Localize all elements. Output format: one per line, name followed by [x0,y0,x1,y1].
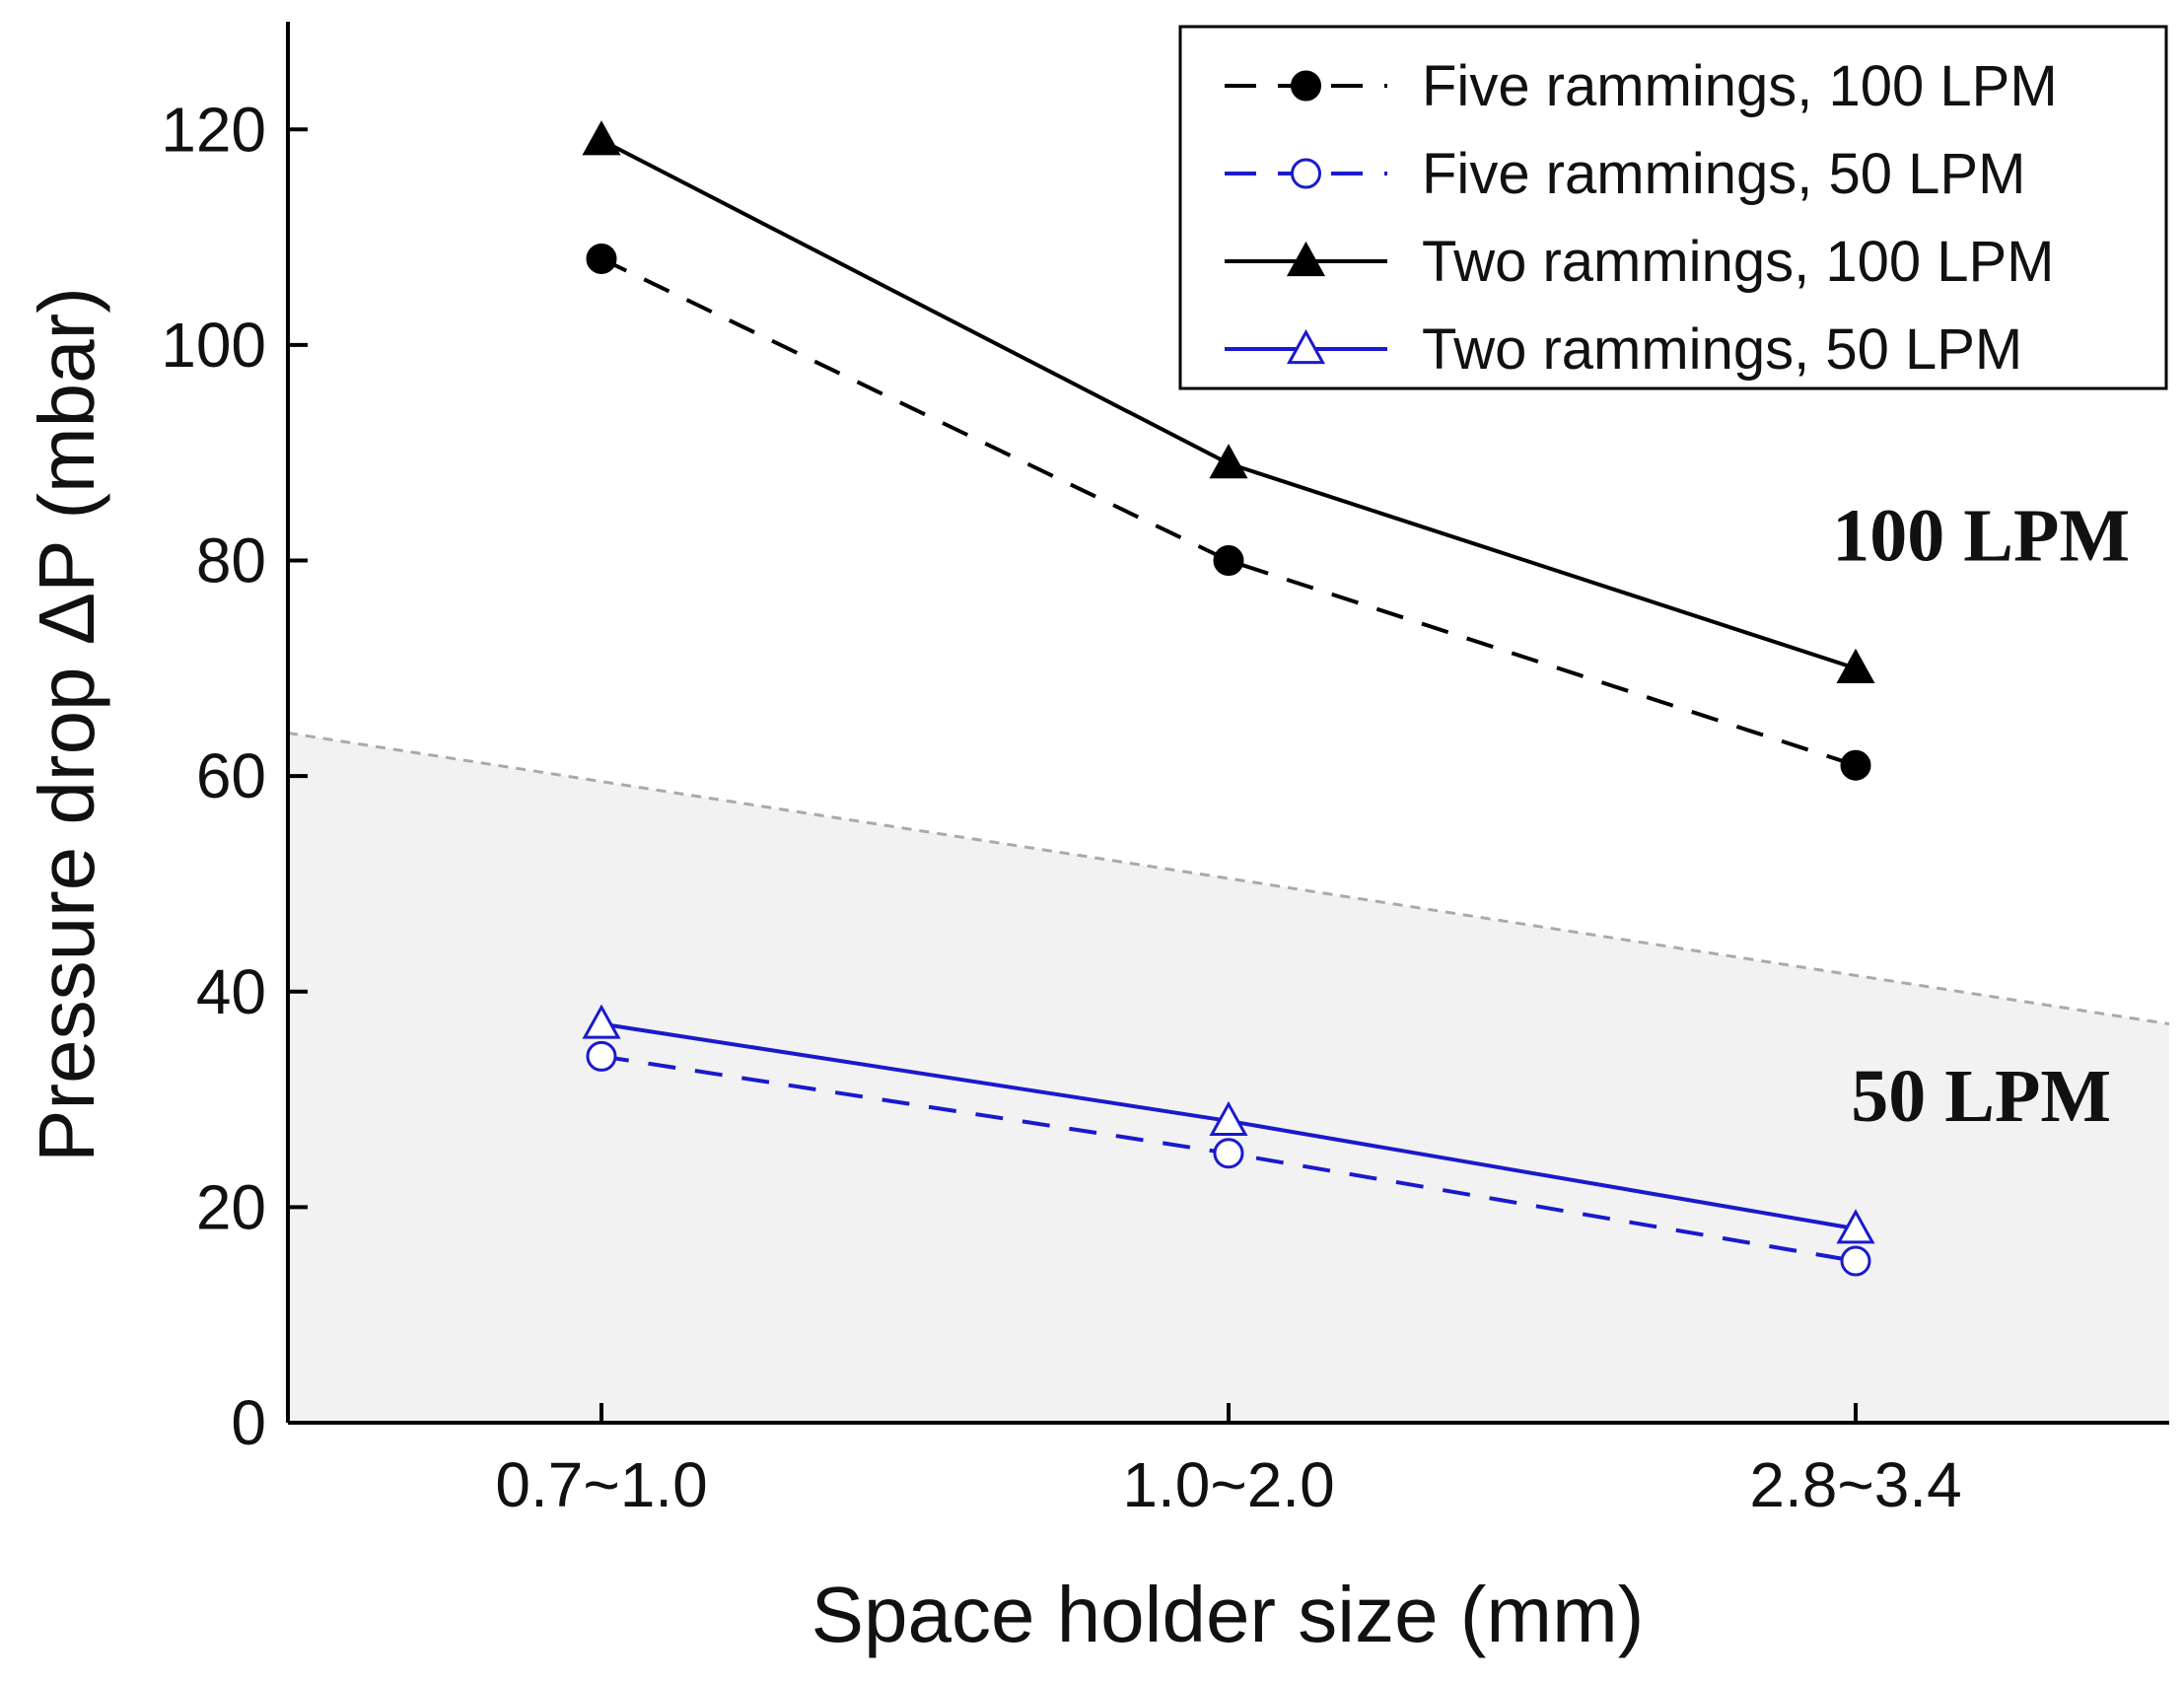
x-tick-label: 2.8~3.4 [1749,1449,1961,1520]
legend-marker [1286,241,1326,277]
legend: Five rammings, 100 LPM Five rammings, 50 … [1178,25,2168,390]
y-tick-label: 80 [196,526,266,596]
x-tick-label: 1.0~2.0 [1122,1449,1334,1520]
data-point [582,120,621,156]
y-tick-label: 100 [161,310,266,381]
legend-label: Two rammings, 50 LPM [1422,317,2022,382]
y-axis-title: Pressure drop ΔP (mbar) [23,287,110,1162]
data-point [1209,444,1248,479]
data-point [582,1004,621,1039]
data-point [1213,1138,1244,1169]
region-label: 100 LPM [1832,495,2130,578]
legend-marker [1286,328,1326,365]
y-tick-label: 40 [196,956,266,1027]
data-point [1840,749,1871,781]
shaded-region [288,733,2169,1423]
series-0 [586,243,1871,781]
shaded-region-boundary [287,731,2170,1026]
data-point [586,243,617,274]
y-tick-label: 0 [231,1387,266,1458]
series-3 [582,1004,1875,1244]
y-tick-label: 20 [196,1171,266,1242]
series-2 [582,120,1875,683]
data-point [1840,1245,1871,1277]
x-axis-title: Space holder size (mm) [811,1571,1645,1658]
legend-marker [1291,70,1321,102]
legend-label: Five rammings, 50 LPM [1422,142,2025,206]
y-tick-label: 60 [196,740,266,811]
data-point [1209,1100,1248,1137]
data-point [586,1040,617,1072]
data-point [1836,1209,1875,1244]
region-label: 50 LPM [1851,1055,2111,1138]
legend-marker [1291,158,1321,189]
series-1 [586,1040,1871,1277]
legend-label: Two rammings, 100 LPM [1422,230,2054,294]
legend-label: Five rammings, 100 LPM [1422,54,2058,118]
data-point [1836,648,1875,683]
x-tick-label: 0.7~1.0 [495,1449,707,1520]
data-point [1213,545,1244,577]
y-tick-label: 120 [161,94,266,165]
